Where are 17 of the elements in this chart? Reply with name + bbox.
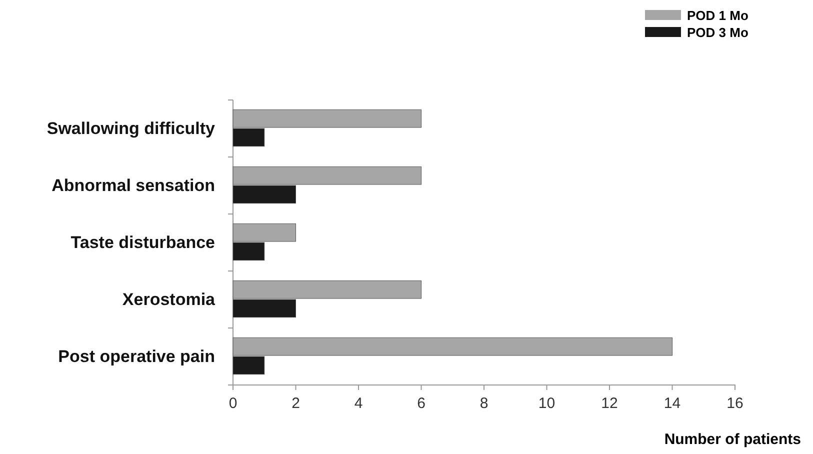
y-tick-label: Post operative pain — [58, 346, 215, 366]
x-tick-label: 14 — [664, 395, 681, 412]
legend-label: POD 1 Mo — [687, 8, 748, 23]
x-tick-label: 16 — [726, 395, 744, 412]
y-tick-label: Swallowing difficulty — [46, 118, 216, 138]
x-axis-title: Number of patients — [664, 431, 801, 448]
y-tick-label: Xerostomia — [122, 290, 216, 309]
x-tick-label: 4 — [354, 395, 363, 412]
y-tick-label: Taste disturbance — [70, 232, 215, 252]
x-tick-label: 0 — [228, 395, 238, 412]
x-tick-label: 10 — [538, 395, 556, 412]
x-tick-label: 12 — [601, 395, 618, 412]
legend-label: POD 3 Mo — [687, 25, 748, 40]
x-tick-label: 6 — [417, 395, 426, 412]
y-tick-label: Abnormal sensation — [52, 176, 215, 195]
x-tick-label: 2 — [292, 395, 300, 412]
x-tick-label: 8 — [480, 395, 488, 412]
